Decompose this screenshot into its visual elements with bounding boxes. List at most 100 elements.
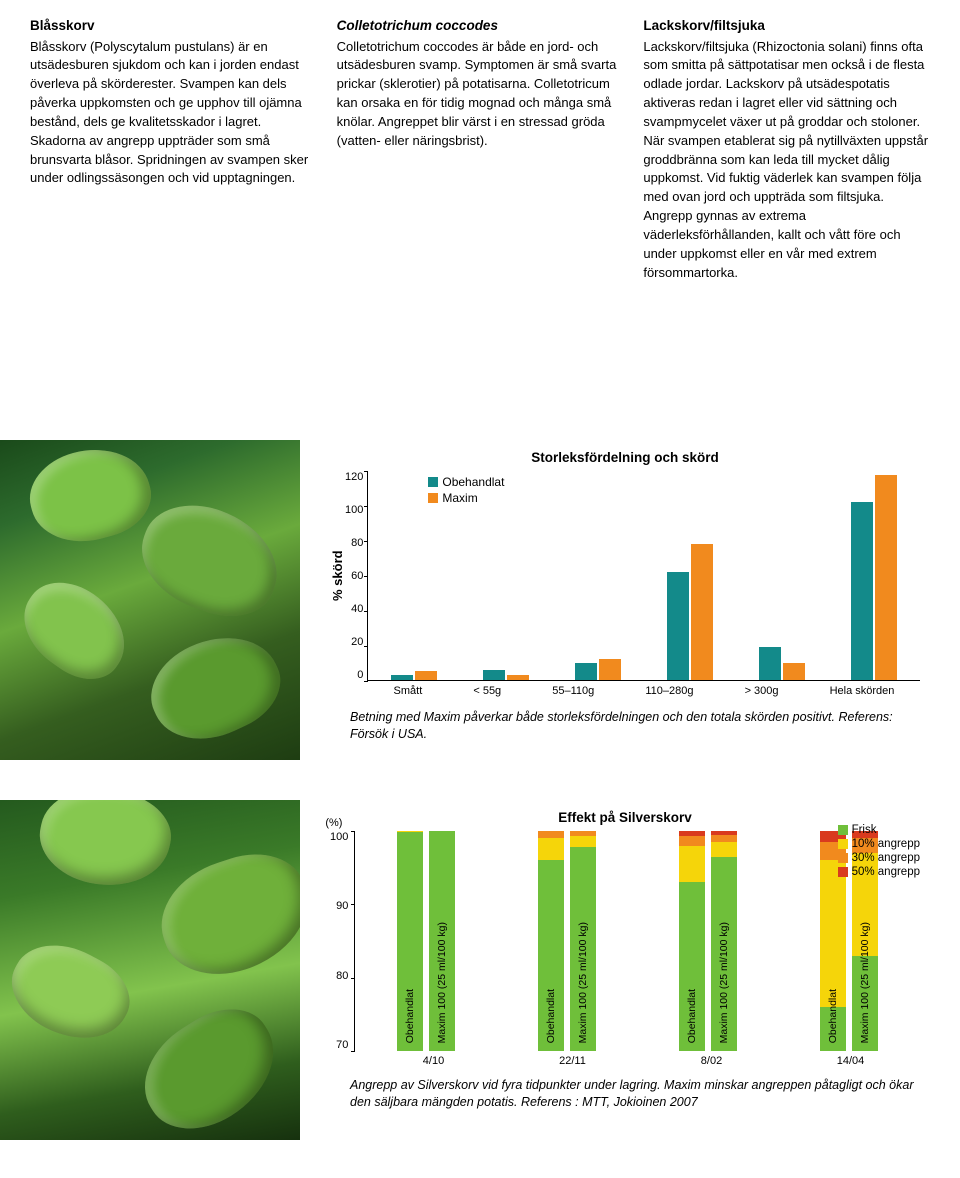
chart2-ytick: 80	[330, 970, 348, 982]
chart1-caption: Betning med Maxim påverkar både storleks…	[350, 709, 920, 743]
column-1: Blåsskorv Blåsskorv (Polyscytalum pustul…	[30, 16, 317, 283]
col1-title: Blåsskorv	[30, 16, 317, 36]
chart2-bar-label: Maxim 100 (25 ml/100 kg)	[718, 922, 730, 1043]
chart1-bar-group	[575, 659, 621, 680]
legend-label: Frisk	[852, 824, 877, 836]
chart1-xlabel: < 55g	[473, 685, 501, 697]
chart1-ytick: 80	[345, 537, 363, 549]
legend-swatch	[838, 825, 848, 835]
chart1-bar-obehandlat	[575, 663, 597, 681]
chart1-bar-group	[483, 670, 529, 681]
chart2-x-labels: 4/10 22/11 8/02 14/04	[364, 1055, 920, 1067]
chart1-xlabel: > 300g	[745, 685, 779, 697]
chart2-segment	[538, 838, 564, 860]
chart1-bar-maxim	[875, 475, 897, 680]
col2-title: Colletotrichum coccodes	[337, 16, 624, 36]
chart1-bar-group	[759, 647, 805, 680]
legend-label: 50% angrepp	[852, 866, 920, 878]
chart2-bar-label: Obehandlat	[545, 989, 557, 1043]
chart1-bar-maxim	[783, 663, 805, 681]
chart1-ytick: 40	[345, 603, 363, 615]
plants-photo-bottom	[0, 800, 300, 1140]
chart1-bar-obehandlat	[851, 502, 873, 681]
chart1-bar-obehandlat	[759, 647, 781, 680]
legend-label: 10% angrepp	[852, 838, 920, 850]
chart2-segment	[570, 836, 596, 847]
chart2-bar-group: Obehandlat Maxim 100 (25 ml/100 kg)	[386, 831, 466, 1051]
chart2-legend-item: 50% angrepp	[838, 866, 920, 878]
chart1-bar-obehandlat	[667, 572, 689, 681]
chart1-row: Storleksfördelning och skörd % skörd 120…	[0, 440, 960, 760]
legend-swatch	[838, 867, 848, 877]
legend-label: 30% angrepp	[852, 852, 920, 864]
chart1-bar-group	[667, 544, 713, 681]
chart1-ytick: 20	[345, 636, 363, 648]
chart1-bar-obehandlat	[483, 670, 505, 681]
chart1-ytick: 120	[345, 471, 363, 483]
chart2-ytick: 70	[330, 1039, 348, 1051]
legend-swatch	[838, 839, 848, 849]
chart2-ytick: 90	[330, 900, 348, 912]
chart2-segment	[711, 835, 737, 842]
chart2-ytick: 100	[330, 831, 348, 843]
legend-swatch	[838, 853, 848, 863]
chart1-xlabel: Hela skörden	[830, 685, 895, 697]
chart2-bar-label: Obehandlat	[827, 989, 839, 1043]
chart2-bar-group: Obehandlat Maxim 100 (25 ml/100 kg)	[527, 831, 607, 1051]
chart2-legend-item: 30% angrepp	[838, 852, 920, 864]
chart2-bar-group: Obehandlat Maxim 100 (25 ml/100 kg)	[668, 831, 748, 1051]
chart1-bars	[368, 471, 920, 680]
chart1-ytick: 60	[345, 570, 363, 582]
chart2-row: Effekt på Silverskorv 100 90 80 70 (%) Obeh…	[0, 800, 960, 1140]
chart2-stacked-bar: Obehandlat	[679, 831, 705, 1051]
chart1-xlabel: 110–280g	[645, 685, 693, 697]
chart2-stacked-bar: Maxim 100 (25 ml/100 kg)	[429, 831, 455, 1051]
chart1-bar-maxim	[507, 675, 529, 680]
chart1-bar-group	[391, 671, 437, 680]
col2-body: Colletotrichum coccodes är både en jord-…	[337, 38, 624, 151]
chart2-xlabel: 8/02	[672, 1055, 752, 1067]
chart2-stacked-bar: Obehandlat	[397, 831, 423, 1051]
chart1-title: Storleksfördelning och skörd	[330, 450, 920, 465]
column-3: Lackskorv/filtsjuka Lackskorv/filtsjuka …	[643, 16, 930, 283]
chart2-title: Effekt på Silverskorv	[330, 810, 920, 825]
chart2-caption: Angrepp av Silverskorv vid fyra tidpunkt…	[350, 1077, 920, 1111]
chart1-xlabel: 55–110g	[552, 685, 594, 697]
plants-photo-top	[0, 440, 300, 760]
chart2-xlabel: 22/11	[533, 1055, 613, 1067]
chart1-bar-maxim	[599, 659, 621, 680]
chart1-x-labels: Smått < 55g 55–110g 110–280g > 300g Hela skör…	[368, 685, 920, 697]
chart1: Storleksfördelning och skörd % skörd 120…	[300, 440, 960, 760]
chart1-bar-maxim	[691, 544, 713, 681]
chart2-legend-item: Frisk	[838, 824, 920, 836]
chart2-xlabel: 14/04	[811, 1055, 891, 1067]
chart1-bar-group	[851, 475, 897, 680]
text-columns: Blåsskorv Blåsskorv (Polyscytalum pustul…	[0, 0, 960, 283]
chart2: Effekt på Silverskorv 100 90 80 70 (%) Obeh…	[300, 800, 960, 1140]
col3-body: Lackskorv/filtsjuka (Rhizoctonia solani)…	[643, 38, 930, 283]
chart2-stacked-bar: Maxim 100 (25 ml/100 kg)	[570, 831, 596, 1051]
chart1-ytick: 0	[345, 669, 363, 681]
chart2-segment	[679, 836, 705, 846]
chart2-stacked-bar: Obehandlat	[538, 831, 564, 1051]
chart1-xlabel: Smått	[394, 685, 423, 697]
chart1-y-label: % skörd	[330, 471, 345, 681]
chart2-segment	[711, 842, 737, 857]
chart2-bars: ObehandlatMaxim 100 (25 ml/100 kg)Obehan…	[355, 831, 920, 1051]
column-2: Colletotrichum coccodes Colletotrichum c…	[337, 16, 624, 283]
chart2-bar-label: Maxim 100 (25 ml/100 kg)	[577, 922, 589, 1043]
col3-title: Lackskorv/filtsjuka	[643, 16, 930, 36]
chart2-bar-label: Maxim 100 (25 ml/100 kg)	[859, 922, 871, 1043]
chart2-legend-item: 10% angrepp	[838, 838, 920, 850]
chart2-bar-label: Obehandlat	[686, 989, 698, 1043]
col1-body: Blåsskorv (Polyscytalum pustulans) är en…	[30, 38, 317, 189]
chart2-xlabel: 4/10	[394, 1055, 474, 1067]
chart2-segment	[679, 846, 705, 883]
chart2-bar-label: Obehandlat	[404, 989, 416, 1043]
chart1-plot: ObehandlatMaxim	[367, 471, 920, 681]
chart1-bar-obehandlat	[391, 675, 413, 680]
chart2-bar-label: Maxim 100 (25 ml/100 kg)	[436, 922, 448, 1043]
chart1-bar-maxim	[415, 671, 437, 680]
chart2-segment	[538, 831, 564, 838]
chart2-y-unit: (%)	[325, 817, 342, 829]
